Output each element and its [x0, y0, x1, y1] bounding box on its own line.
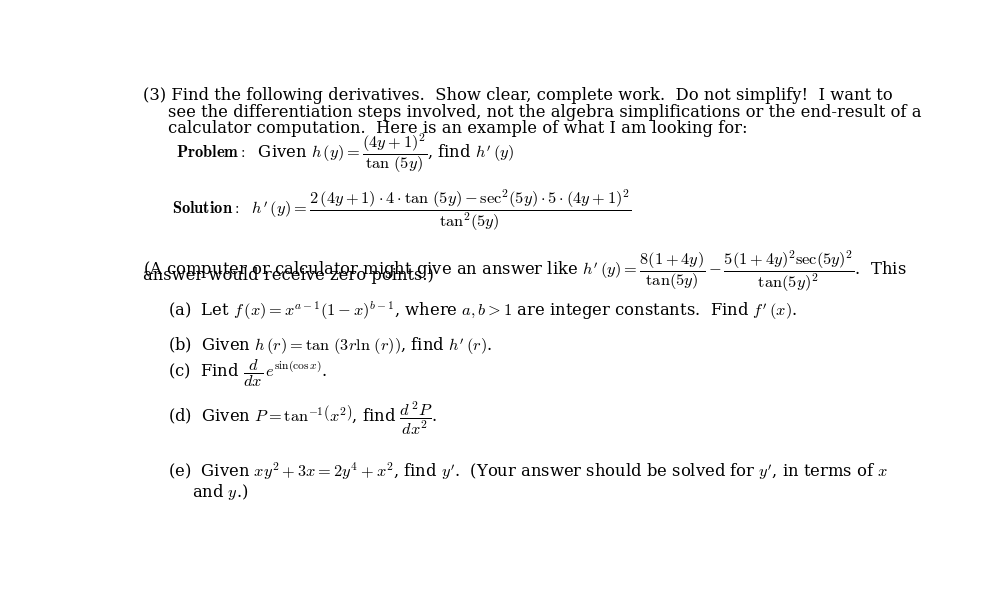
- Text: and $y$.): and $y$.): [192, 482, 248, 502]
- Text: answer would receive zero points.): answer would receive zero points.): [142, 267, 433, 284]
- Text: (e)  Given $xy^2 + 3x = 2y^4 + x^2$, find $y'$.  (Your answer should be solved f: (e) Given $xy^2 + 3x = 2y^4 + x^2$, find…: [169, 461, 888, 482]
- Text: calculator computation.  Here is an example of what I am looking for:: calculator computation. Here is an examp…: [169, 121, 747, 138]
- Text: (a)  Let $f\,(x) = x^{a-1}(1-x)^{b-1}$, where $a,b>1$ are integer constants.  Fi: (a) Let $f\,(x) = x^{a-1}(1-x)^{b-1}$, w…: [169, 300, 796, 322]
- Text: (3) Find the following derivatives.  Show clear, complete work.  Do not simplify: (3) Find the following derivatives. Show…: [142, 87, 892, 104]
- Text: (A computer or calculator might give an answer like $h'\,(y) = \dfrac{8(1+4y)}{\: (A computer or calculator might give an …: [142, 248, 906, 294]
- Text: $\mathbf{Problem{:}}$  Given $h\,(y) = \dfrac{(4y+1)^2}{\tan\,(5y)}$, find $h'\,: $\mathbf{Problem{:}}$ Given $h\,(y) = \d…: [176, 132, 514, 175]
- Text: see the differentiation steps involved, not the algebra simplifications or the e: see the differentiation steps involved, …: [169, 104, 921, 121]
- Text: (d)  Given $P = \tan^{-1}\!\left(x^2\right)$, find $\dfrac{d^{\,2}P}{dx^2}$.: (d) Given $P = \tan^{-1}\!\left(x^2\righ…: [169, 399, 436, 436]
- Text: (b)  Given $h\,(r) = \tan\,(3r\ln\,(r))$, find $h'\,(r)$.: (b) Given $h\,(r) = \tan\,(3r\ln\,(r))$,…: [169, 336, 491, 358]
- Text: (c)  Find $\dfrac{d}{dx}\,e^{\sin(\cos x)}$.: (c) Find $\dfrac{d}{dx}\,e^{\sin(\cos x)…: [169, 358, 327, 388]
- Text: $\mathbf{Solution{:}}$  $h'\,(y) = \dfrac{2\,(4y+1)\cdot 4\cdot\tan\,(5y)-\sec^2: $\mathbf{Solution{:}}$ $h'\,(y) = \dfrac…: [173, 187, 631, 233]
